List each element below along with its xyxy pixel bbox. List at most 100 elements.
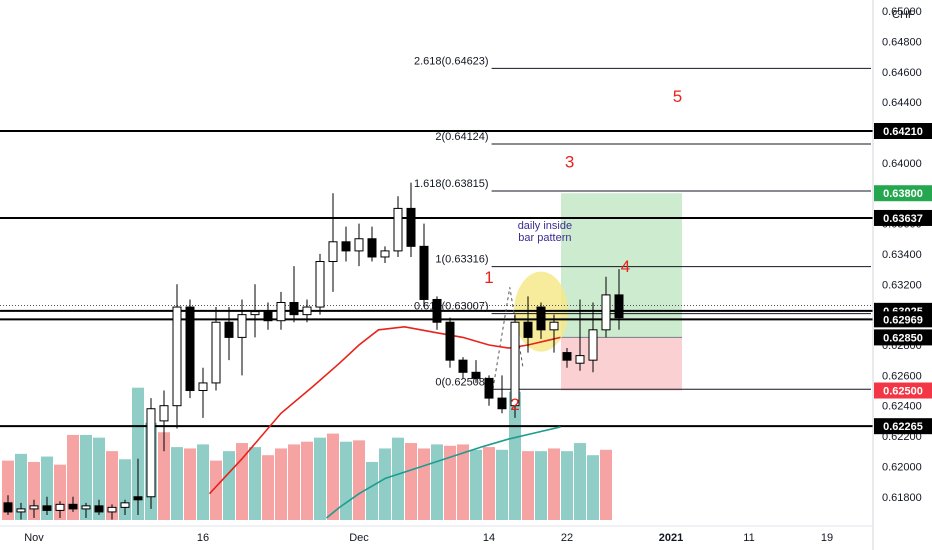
price-tick-label: 0.64000 bbox=[882, 158, 922, 170]
time-tick-label: 11 bbox=[743, 532, 754, 544]
time-tick-label: 22 bbox=[561, 532, 573, 544]
time-tick-label: 16 bbox=[197, 532, 209, 544]
candle-body bbox=[315, 261, 325, 308]
fib-level-label: 1(0.63316) bbox=[435, 254, 488, 266]
volume-bar bbox=[353, 440, 365, 520]
volume-bar bbox=[80, 434, 92, 520]
price-badge-label: 0.63637 bbox=[883, 213, 923, 225]
candle-body bbox=[302, 306, 312, 316]
volume-bar bbox=[106, 451, 118, 520]
candle-body bbox=[614, 294, 624, 319]
price-badge-label: 0.62500 bbox=[883, 386, 923, 398]
price-badge[interactable] bbox=[874, 209, 932, 226]
candle-body bbox=[458, 359, 468, 373]
price-badge[interactable] bbox=[874, 418, 932, 435]
candle-body bbox=[263, 311, 273, 322]
price-tick-label: 0.64800 bbox=[882, 36, 922, 48]
candle-body bbox=[68, 503, 78, 510]
price-badge-label: 0.64210 bbox=[883, 126, 923, 138]
fibonacci-extension[interactable]: 2.618(0.64623) 2(0.64124) 1.618(0.63815) 1(… bbox=[414, 55, 871, 390]
candle-body bbox=[16, 508, 26, 513]
volume-bar bbox=[379, 448, 391, 520]
volume-bar bbox=[366, 461, 378, 520]
candle-body bbox=[328, 241, 338, 263]
price-badge-label: 0.62850 bbox=[883, 332, 923, 344]
wave-label: 4 bbox=[621, 257, 630, 276]
price-badge[interactable] bbox=[874, 382, 932, 399]
candle-body bbox=[289, 301, 299, 316]
price-tick-label: 0.65000 bbox=[882, 6, 922, 18]
volume-bar bbox=[418, 448, 430, 520]
candle-body bbox=[523, 321, 533, 338]
candle-body bbox=[224, 321, 234, 338]
fib-level-label: 2.618(0.64623) bbox=[414, 55, 489, 67]
volume-bar bbox=[431, 444, 443, 520]
fib-level-label: 0.618(0.63007) bbox=[414, 301, 489, 313]
fib-level-label: 2(0.64124) bbox=[435, 131, 488, 143]
candle-body bbox=[159, 405, 169, 422]
price-tick-label: 0.63200 bbox=[882, 279, 922, 291]
volume-bar bbox=[158, 432, 170, 520]
wave-label: 5 bbox=[673, 87, 682, 106]
price-badge[interactable] bbox=[874, 311, 932, 328]
volume-bar bbox=[405, 443, 417, 520]
price-tick-label: 0.62600 bbox=[882, 370, 922, 382]
candle-body bbox=[146, 408, 156, 498]
volume-bar bbox=[301, 441, 313, 520]
volume-bar bbox=[223, 451, 235, 520]
time-tick-label: Dec bbox=[349, 532, 369, 544]
candle-body bbox=[237, 314, 247, 338]
candle-body bbox=[211, 321, 221, 384]
fib-level-label: 0(0.62508) bbox=[435, 376, 488, 388]
wave-label: 3 bbox=[565, 152, 574, 171]
candle-body bbox=[549, 321, 559, 331]
price-badge[interactable] bbox=[874, 123, 932, 139]
price-tick-label: 0.64400 bbox=[882, 97, 922, 109]
ema-slow-line bbox=[325, 426, 561, 519]
volume-bar bbox=[574, 443, 586, 520]
candle-body bbox=[445, 321, 455, 361]
volume-bar bbox=[535, 451, 547, 520]
volume-layer bbox=[2, 387, 612, 520]
candle-body bbox=[198, 382, 208, 392]
candle-body bbox=[367, 238, 377, 258]
volume-bar bbox=[15, 453, 27, 520]
volume-bar bbox=[249, 447, 261, 520]
price-axis-background bbox=[873, 0, 932, 550]
currency-label: CHF bbox=[892, 9, 915, 21]
candle-body bbox=[81, 505, 91, 510]
time-tick-label: 2021 bbox=[659, 532, 683, 544]
candle-body bbox=[29, 505, 39, 510]
price-tick-label: 0.62000 bbox=[882, 461, 922, 473]
candle-body bbox=[107, 506, 117, 513]
price-badge-label: 0.63800 bbox=[883, 188, 923, 200]
candle-body bbox=[510, 321, 520, 407]
time-axis[interactable]: Nov 16 Dec 14 22 2021 11 19 bbox=[24, 532, 833, 544]
candle-body bbox=[94, 505, 104, 513]
ema-fast-line bbox=[208, 325, 561, 495]
volume-bar bbox=[184, 448, 196, 520]
price-tick-label: 0.64600 bbox=[882, 67, 922, 79]
volume-bar bbox=[457, 444, 469, 520]
volume-bar bbox=[41, 456, 53, 520]
candle-body bbox=[3, 502, 13, 513]
price-tick-label: 0.61800 bbox=[882, 492, 922, 504]
stop-zone bbox=[561, 337, 682, 391]
candle-body bbox=[172, 306, 182, 407]
candle-body bbox=[484, 377, 494, 399]
candle-body bbox=[575, 355, 585, 364]
price-badge[interactable] bbox=[874, 329, 932, 346]
volume-bar bbox=[483, 447, 495, 520]
price-badge-label: 0.62969 bbox=[883, 314, 923, 326]
candle-body bbox=[354, 238, 364, 252]
volume-bar bbox=[67, 434, 79, 520]
wave-label: 2 bbox=[510, 395, 519, 414]
candle-body bbox=[432, 298, 442, 323]
volume-bar bbox=[340, 441, 352, 520]
candles-layer bbox=[3, 182, 624, 520]
volume-bar bbox=[93, 437, 105, 520]
price-badge[interactable] bbox=[874, 185, 932, 202]
